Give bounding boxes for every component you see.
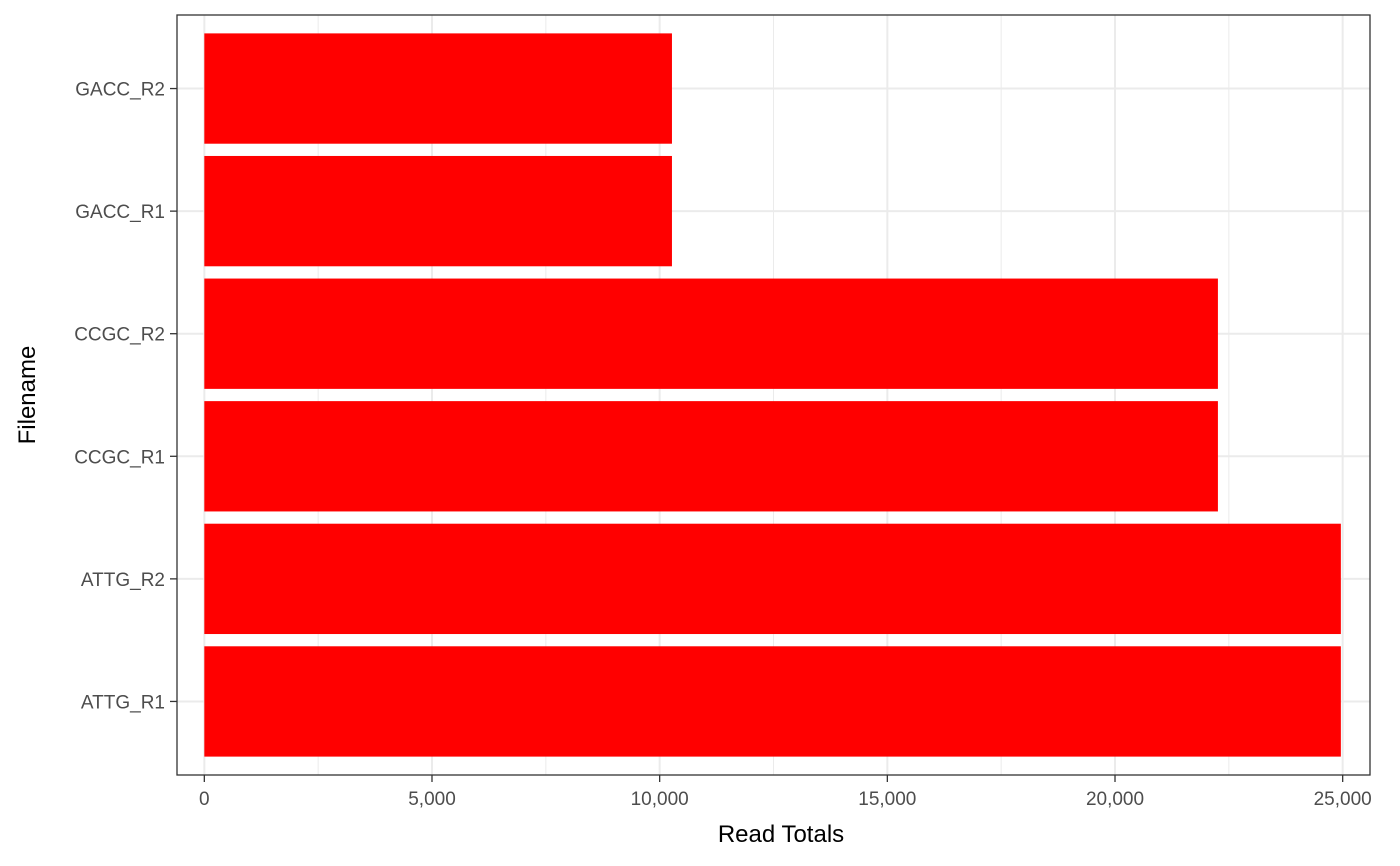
y-tick-label: GACC_R2 <box>75 80 165 101</box>
y-tick-label: ATTG_R2 <box>81 570 165 591</box>
bars <box>204 33 1341 757</box>
x-axis: 0 5,000 10,000 15,000 20,000 25,000 <box>199 775 1372 810</box>
bar-gacc-r2 <box>204 33 672 144</box>
y-tick-label: ATTG_R1 <box>81 692 165 713</box>
x-tick-label: 0 <box>199 789 210 810</box>
bar-attg-r1 <box>204 646 1341 757</box>
x-tick-label: 25,000 <box>1314 789 1372 810</box>
bar-attg-r2 <box>204 523 1341 635</box>
x-tick-label: 20,000 <box>1086 789 1144 810</box>
y-tick-label: CCGC_R2 <box>74 325 165 346</box>
x-tick-label: 10,000 <box>631 789 689 810</box>
bar-ccgc-r2 <box>204 278 1218 389</box>
bar-gacc-r1 <box>204 155 672 267</box>
plot-border <box>176 14 1371 776</box>
y-tick-label: GACC_R1 <box>75 202 165 223</box>
x-tick-label: 5,000 <box>408 789 456 810</box>
y-axis: ATTG_R1 ATTG_R2 CCGC_R1 CCGC_R2 GACC_R1 GACC_… <box>74 80 177 713</box>
bar-ccgc-r1 <box>204 401 1218 512</box>
y-tick-label: CCGC_R1 <box>74 447 165 468</box>
y-axis-title: Filename <box>14 346 41 445</box>
x-axis-title: Read Totals <box>718 821 844 848</box>
x-tick-label: 15,000 <box>858 789 916 810</box>
